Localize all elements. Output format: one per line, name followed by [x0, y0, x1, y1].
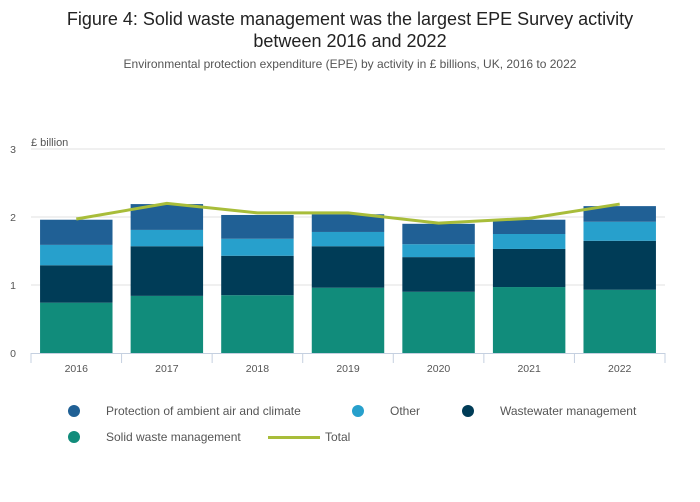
legend-item-total[interactable]: Total	[268, 430, 350, 444]
bar-other-2022	[583, 221, 656, 241]
y-tick-label: 2	[10, 212, 16, 224]
axes: 0 1 2 3 2016 2017 2018 2019 2020 2021 2022	[10, 144, 666, 375]
legend-item-wastewater-management[interactable]: Wastewater management	[462, 404, 636, 418]
bar-wastewater-management-2022	[583, 240, 656, 290]
bar-protection-of-ambient-air-and-climate-2016	[40, 219, 113, 245]
x-tick-label: 2018	[246, 363, 270, 375]
bar-other-2016	[40, 244, 113, 266]
chart-title: Figure 4: Solid waste management was the…	[0, 8, 700, 52]
x-tick-label: 2022	[608, 363, 632, 375]
bar-other-2017	[130, 229, 204, 247]
bar-wastewater-management-2020	[402, 257, 475, 292]
x-tick-label: 2019	[336, 363, 360, 375]
y-tick-label: 0	[10, 348, 16, 360]
legend-item-protection-of-ambient-air-and-climate[interactable]: Protection of ambient air and climate	[68, 404, 301, 418]
chart-title-line-2: between 2016 and 2022	[253, 31, 447, 51]
legend-dot-swatch	[68, 431, 80, 443]
bar-other-2020	[402, 244, 475, 258]
bar-other-2021	[492, 234, 566, 249]
legend-dot-swatch	[462, 405, 474, 417]
bar-solid-waste-management-2019	[311, 287, 385, 353]
bar-solid-waste-management-2020	[402, 291, 475, 353]
legend-item-solid-waste-management[interactable]: Solid waste management	[68, 430, 241, 444]
legend-dot-swatch	[68, 405, 80, 417]
legend-label: Other	[390, 404, 421, 418]
bar-solid-waste-management-2016	[40, 302, 113, 353]
bar-wastewater-management-2019	[311, 246, 385, 288]
bar-other-2019	[311, 231, 385, 247]
bar-wastewater-management-2016	[40, 265, 113, 303]
chart-title-line-1: Figure 4: Solid waste management was the…	[66, 9, 634, 29]
bar-solid-waste-management-2018	[221, 295, 294, 353]
chart-subtitle: Environmental protection expenditure (EP…	[123, 57, 577, 71]
bar-protection-of-ambient-air-and-climate-2020	[402, 223, 475, 245]
bar-solid-waste-management-2022	[583, 289, 656, 353]
bar-protection-of-ambient-air-and-climate-2019	[311, 214, 385, 232]
legend-line-swatch	[268, 435, 320, 439]
legend-label: Solid waste management	[106, 430, 241, 444]
bar-other-2018	[221, 238, 294, 256]
x-tick-label: 2021	[517, 363, 541, 375]
legend-label: Total	[325, 430, 351, 444]
bar-wastewater-management-2018	[221, 255, 294, 296]
x-tick-label: 2020	[427, 363, 451, 375]
legend-dot-swatch	[352, 405, 364, 417]
bar-solid-waste-management-2021	[492, 287, 566, 353]
bar-protection-of-ambient-air-and-climate-2022	[583, 206, 656, 222]
y-tick-label: 3	[10, 144, 16, 156]
bar-solid-waste-management-2017	[130, 295, 204, 353]
legend-item-other[interactable]: Other	[352, 404, 420, 418]
y-tick-label: 1	[10, 280, 16, 292]
total-line-group	[76, 201, 620, 225]
bar-protection-of-ambient-air-and-climate-2021	[492, 219, 566, 234]
y-axis-unit-label: £ billion	[31, 137, 68, 149]
bar-protection-of-ambient-air-and-climate-2018	[221, 214, 294, 239]
bar-wastewater-management-2017	[130, 246, 204, 296]
bar-wastewater-management-2021	[492, 248, 566, 288]
legend-label: Protection of ambient air and climate	[106, 404, 301, 418]
x-tick-label: 2016	[65, 363, 89, 375]
x-tick-label: 2017	[155, 363, 179, 375]
bars	[40, 204, 656, 353]
legend-label: Wastewater management	[500, 404, 637, 418]
